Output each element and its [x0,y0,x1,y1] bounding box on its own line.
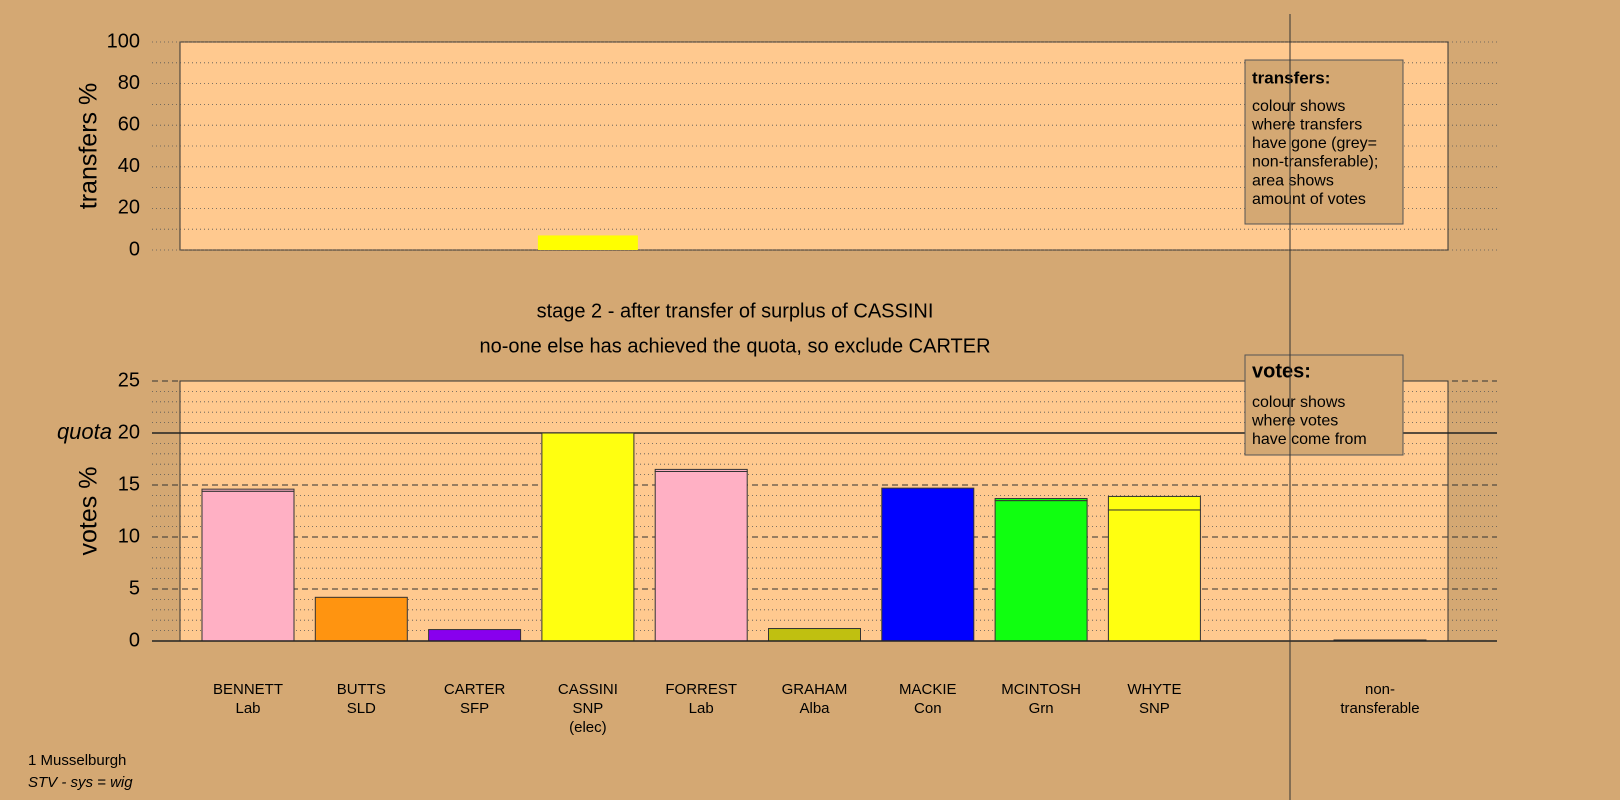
x-tick-label: SLD [347,700,376,717]
vote-bar [994,498,1088,502]
y-tick-label: 20 [118,421,140,443]
y-tick-label: 100 [107,30,140,52]
y-tick-label: 10 [118,525,140,547]
note-text: colour shows [1252,394,1345,411]
note-text: have come from [1252,431,1367,448]
note-box [1244,59,1404,225]
note-text: non-transferable); [1252,154,1378,171]
vote-bar [201,490,295,642]
vote-bar [201,488,295,492]
x-tick-label: WHYTE [1127,681,1181,698]
quota-label: quota [57,419,112,444]
y-axis-title: transfers % [75,83,103,209]
footer-system: STV - sys = wig [28,774,133,791]
x-tick-label: Grn [1029,700,1054,717]
stage-subtitle: no-one else has achieved the quota, so e… [479,335,990,357]
vote-bar [881,487,975,642]
note-title: votes: [1252,360,1311,382]
note-title: transfers: [1252,68,1330,87]
note-text: amount of votes [1252,191,1366,208]
vote-bar [1107,509,1201,642]
x-tick-label: SFP [460,700,489,717]
x-tick-label: Lab [689,700,714,717]
vote-bar [541,432,635,642]
x-tick-label: MACKIE [899,681,957,698]
vote-bar [654,470,748,642]
note-text: have gone (grey= [1252,135,1377,152]
footer-place: 1 Musselburgh [28,752,126,769]
x-tick-label: SNP [572,700,603,717]
x-tick-label: Con [914,700,942,717]
y-tick-label: 0 [129,629,140,651]
x-tick-label: transferable [1340,700,1419,717]
y-axis-title: votes % [75,467,103,556]
note-text: area shows [1252,173,1334,190]
y-tick-label: 60 [118,113,140,135]
x-tick-label: MCINTOSH [1001,681,1081,698]
x-tick-label: (elec) [569,719,607,736]
y-tick-label: 25 [118,369,140,391]
vote-bar [994,500,1088,642]
vote-bar [654,468,748,472]
y-tick-label: 15 [118,473,140,495]
x-tick-label: Lab [235,700,260,717]
x-tick-label: BENNETT [213,681,283,698]
note-text: where transfers [1251,117,1362,134]
x-tick-label: Alba [799,700,830,717]
x-tick-label: CASSINI [558,681,618,698]
x-tick-label: non- [1365,681,1395,698]
vote-bar [314,596,408,642]
y-tick-label: 5 [129,577,140,599]
x-tick-label: FORREST [665,681,737,698]
y-tick-label: 40 [118,155,140,177]
vote-bar [1107,495,1201,511]
note-text: colour shows [1252,98,1345,115]
x-tick-label: SNP [1139,700,1170,717]
x-tick-label: CARTER [444,681,506,698]
note-box [1244,354,1404,456]
stage-title: stage 2 - after transfer of surplus of C… [537,300,934,322]
y-tick-label: 80 [118,72,140,94]
vote-bar [428,629,522,642]
note-text: where votes [1251,413,1338,430]
y-tick-label: 0 [129,238,140,260]
transfer-bar [537,235,638,250]
x-tick-label: GRAHAM [782,681,848,698]
y-tick-label: 20 [118,197,140,219]
vote-bar [768,628,861,642]
x-tick-label: BUTTS [337,681,386,698]
